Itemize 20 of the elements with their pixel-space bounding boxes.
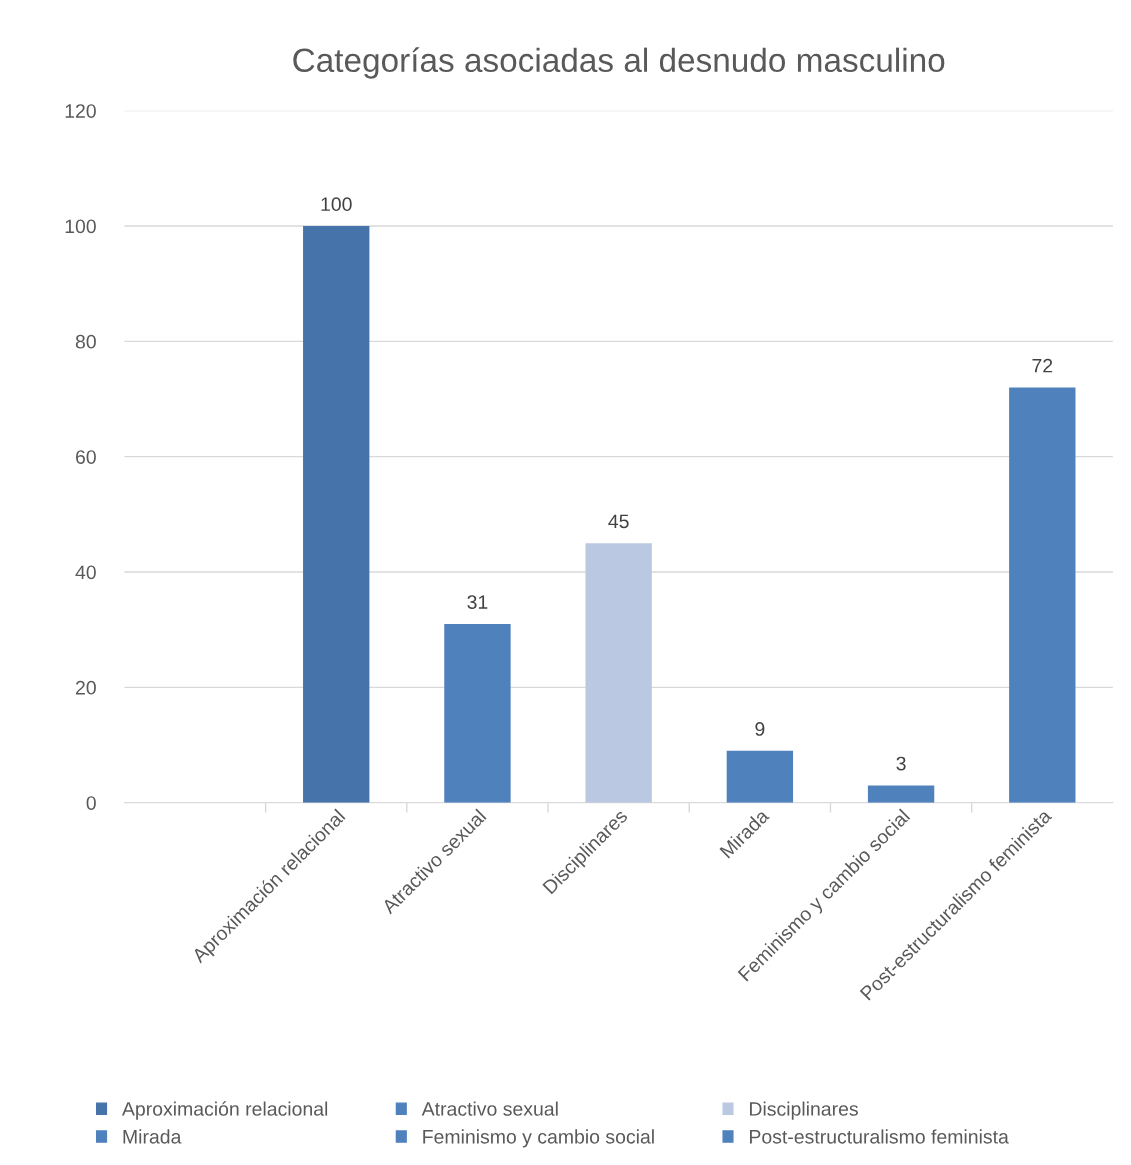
y-tick-label: 60 [75, 450, 96, 464]
data-label: 9 [755, 722, 765, 736]
data-label: 3 [896, 756, 906, 771]
legend-label: Disciplinares [750, 1101, 858, 1120]
data-label: 72 [1032, 358, 1053, 373]
data-label: 31 [467, 595, 488, 609]
legend-label: Mirada [123, 1129, 182, 1144]
y-tick-label: 0 [86, 796, 96, 810]
y-tick-label: 80 [75, 334, 96, 349]
chart-title: Categorías asociadas al desnudo masculino [293, 47, 945, 79]
y-tick-label: 120 [65, 104, 96, 118]
y-tick-label: 40 [75, 565, 96, 580]
y-tick-label: 20 [75, 680, 96, 695]
legend-label: Atractivo sexual [421, 1101, 558, 1116]
data-label: 100 [321, 197, 352, 212]
legend-label: Post-estructuralismo feminista [750, 1129, 1009, 1144]
legend-label: Feminismo y cambio social [423, 1129, 654, 1148]
y-tick-label: 100 [65, 219, 96, 234]
legend-label: Aproximación relacional [121, 1101, 328, 1120]
data-label: 45 [608, 514, 629, 529]
